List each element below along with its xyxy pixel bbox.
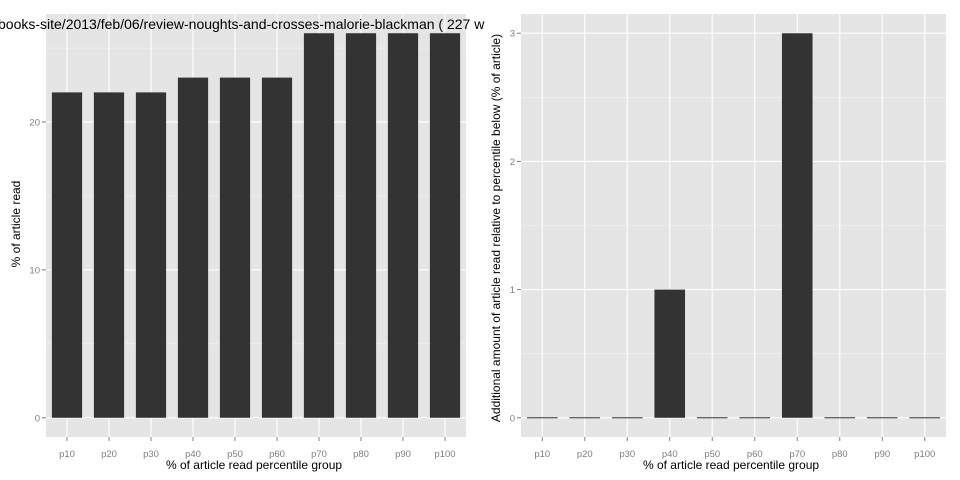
x-tick-label: p100 <box>914 449 935 460</box>
bar-p80 <box>824 417 856 419</box>
y-tick-label: 20 <box>29 117 40 128</box>
y-tick-label: 2 <box>510 157 515 168</box>
bar-p60 <box>261 77 293 418</box>
chart-title: books-site/2013/feb/06/review-noughts-an… <box>0 16 485 32</box>
bar-p100 <box>429 33 461 418</box>
bar-p80 <box>345 33 377 418</box>
bar-p70 <box>781 33 813 418</box>
x-tick-label: p30 <box>143 449 159 460</box>
left-panel: 0 10 20 p10 p20 p30 p40 p50 p60 p70 p80 p90 p100 <box>29 14 466 460</box>
left-x-axis-title: % of article read percentile group <box>166 458 342 472</box>
bar-p30 <box>135 92 167 418</box>
y-tick-label: 1 <box>510 285 515 296</box>
bar-p50 <box>219 77 251 418</box>
x-tick-label: p90 <box>874 449 890 460</box>
x-tick-label: p70 <box>789 449 805 460</box>
x-tick-label: p20 <box>101 449 117 460</box>
x-tick-label: p50 <box>227 449 243 460</box>
right-x-axis-title: % of article read percentile group <box>643 458 819 472</box>
bar-p20 <box>569 417 601 419</box>
y-tick-label: 3 <box>510 29 515 40</box>
bar-p90 <box>866 417 898 419</box>
x-tick-label: p60 <box>269 449 285 460</box>
x-tick-label: p10 <box>59 449 75 460</box>
bar-p10 <box>526 417 558 419</box>
x-tick-label: p100 <box>434 449 455 460</box>
x-tick-label: p70 <box>311 449 327 460</box>
right-y-axis-title: Additional amount of article read relati… <box>489 34 503 422</box>
x-tick-label: p50 <box>704 449 720 460</box>
bar-p90 <box>387 33 419 418</box>
x-tick-label: p60 <box>747 449 763 460</box>
y-tick-label: 0 <box>510 413 515 424</box>
x-tick-label: p80 <box>353 449 369 460</box>
x-tick-label: p40 <box>662 449 678 460</box>
x-tick-label: p90 <box>395 449 411 460</box>
bar-p20 <box>93 92 125 418</box>
right-panel: 0 1 2 3 p10 p20 p30 p40 p50 p60 p70 p80 p90 p100 <box>510 14 946 460</box>
x-tick-label: p30 <box>619 449 635 460</box>
bar-p50 <box>696 417 728 419</box>
bar-p40 <box>654 289 686 418</box>
bar-p40 <box>177 77 209 418</box>
bar-p10 <box>51 92 83 418</box>
bar-p100 <box>909 417 941 419</box>
x-tick-label: p10 <box>534 449 550 460</box>
x-tick-label: p20 <box>577 449 593 460</box>
bar-p30 <box>611 417 643 419</box>
y-tick-label: 0 <box>35 413 40 424</box>
bar-p70 <box>303 33 335 418</box>
y-tick-label: 10 <box>29 265 40 276</box>
x-tick-label: p40 <box>185 449 201 460</box>
bar-p60 <box>739 417 771 419</box>
left-y-axis-title: % of article read <box>9 181 23 268</box>
x-tick-label: p80 <box>832 449 848 460</box>
